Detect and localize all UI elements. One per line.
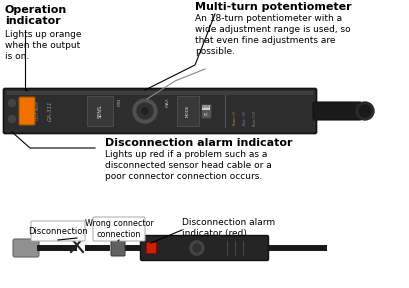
Circle shape (9, 115, 16, 122)
FancyBboxPatch shape (13, 239, 39, 257)
Circle shape (142, 108, 148, 114)
Bar (202, 105, 209, 110)
Bar (85, 245, 110, 251)
Circle shape (358, 105, 370, 117)
Text: Blue : 0V: Blue : 0V (243, 111, 246, 125)
Circle shape (133, 99, 157, 123)
FancyBboxPatch shape (93, 217, 145, 241)
Text: OUT ALM: OUT ALM (36, 102, 40, 120)
Bar (7, 91, 312, 95)
Text: MIN: MIN (118, 98, 122, 106)
FancyBboxPatch shape (140, 236, 268, 261)
Circle shape (193, 244, 200, 252)
FancyBboxPatch shape (146, 242, 156, 253)
Text: Disconnection: Disconnection (28, 226, 88, 236)
Bar (124, 245, 142, 251)
FancyBboxPatch shape (19, 97, 35, 125)
Text: Black:-OUT: Black:-OUT (252, 110, 256, 126)
Circle shape (355, 102, 373, 120)
Text: Brown:+V: Brown:+V (232, 111, 236, 125)
Bar (37, 245, 77, 251)
Circle shape (9, 99, 16, 107)
Text: Operation
indicator: Operation indicator (5, 5, 67, 26)
Text: Disconnection alarm indicator: Disconnection alarm indicator (105, 138, 292, 148)
Bar (87, 96, 113, 126)
Text: Wrong connector
connection: Wrong connector connection (84, 219, 153, 239)
FancyBboxPatch shape (31, 221, 85, 241)
Circle shape (137, 103, 153, 119)
Bar (200, 104, 211, 118)
Text: An 18-turn potentiometer with a
wide adjustment range is used, so
that even fine: An 18-turn potentiometer with a wide adj… (195, 14, 350, 56)
Bar (177, 96, 198, 126)
FancyBboxPatch shape (4, 88, 316, 134)
FancyBboxPatch shape (111, 240, 125, 256)
Text: MODE: MODE (186, 105, 189, 117)
Text: MAX: MAX (166, 97, 170, 107)
Text: Disconnection alarm
indicator (red): Disconnection alarm indicator (red) (182, 218, 274, 238)
Text: Lights up orange
when the output
is on.: Lights up orange when the output is on. (5, 30, 81, 61)
Text: Lights up red if a problem such as a
disconnected sensor head cable or a
poor co: Lights up red if a problem such as a dis… (105, 150, 271, 181)
Text: SENS.: SENS. (97, 104, 102, 118)
Text: NORM: NORM (201, 105, 210, 109)
Text: INV.: INV. (203, 113, 208, 117)
Circle shape (189, 241, 204, 255)
Bar (266, 245, 326, 251)
FancyBboxPatch shape (312, 102, 361, 120)
Text: Multi-turn potentiometer: Multi-turn potentiometer (195, 2, 351, 12)
Text: GA-311: GA-311 (47, 101, 52, 121)
